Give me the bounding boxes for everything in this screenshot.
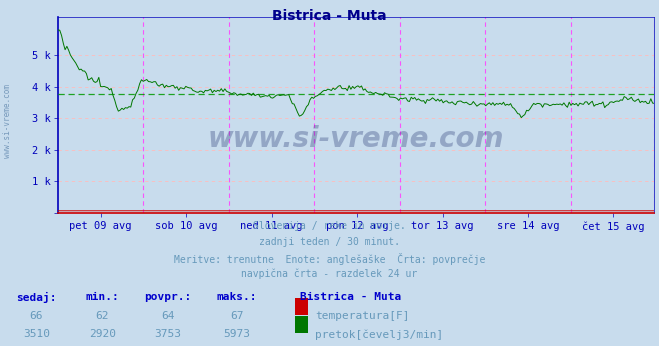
- Text: maks.:: maks.:: [217, 292, 258, 302]
- Text: zadnji teden / 30 minut.: zadnji teden / 30 minut.: [259, 237, 400, 247]
- Text: 2920: 2920: [89, 329, 115, 339]
- Text: Meritve: trenutne  Enote: anglešaške  Črta: povprečje: Meritve: trenutne Enote: anglešaške Črta…: [174, 253, 485, 265]
- Text: 3510: 3510: [23, 329, 49, 339]
- Text: sedaj:: sedaj:: [16, 292, 57, 303]
- Text: 5973: 5973: [224, 329, 250, 339]
- Text: Bistrica - Muta: Bistrica - Muta: [272, 9, 387, 22]
- Text: min.:: min.:: [85, 292, 119, 302]
- Text: www.si-vreme.com: www.si-vreme.com: [208, 125, 504, 153]
- Text: Slovenija / reke in morje.: Slovenija / reke in morje.: [253, 221, 406, 231]
- Text: www.si-vreme.com: www.si-vreme.com: [3, 84, 13, 158]
- Text: 62: 62: [96, 311, 109, 321]
- Text: povpr.:: povpr.:: [144, 292, 192, 302]
- Text: pretok[čevelj3/min]: pretok[čevelj3/min]: [315, 329, 444, 340]
- Text: 64: 64: [161, 311, 175, 321]
- Text: navpična črta - razdelek 24 ur: navpična črta - razdelek 24 ur: [241, 268, 418, 279]
- Text: 67: 67: [231, 311, 244, 321]
- Text: 3753: 3753: [155, 329, 181, 339]
- Text: Bistrica - Muta: Bistrica - Muta: [300, 292, 401, 302]
- Text: 66: 66: [30, 311, 43, 321]
- Text: temperatura[F]: temperatura[F]: [315, 311, 409, 321]
